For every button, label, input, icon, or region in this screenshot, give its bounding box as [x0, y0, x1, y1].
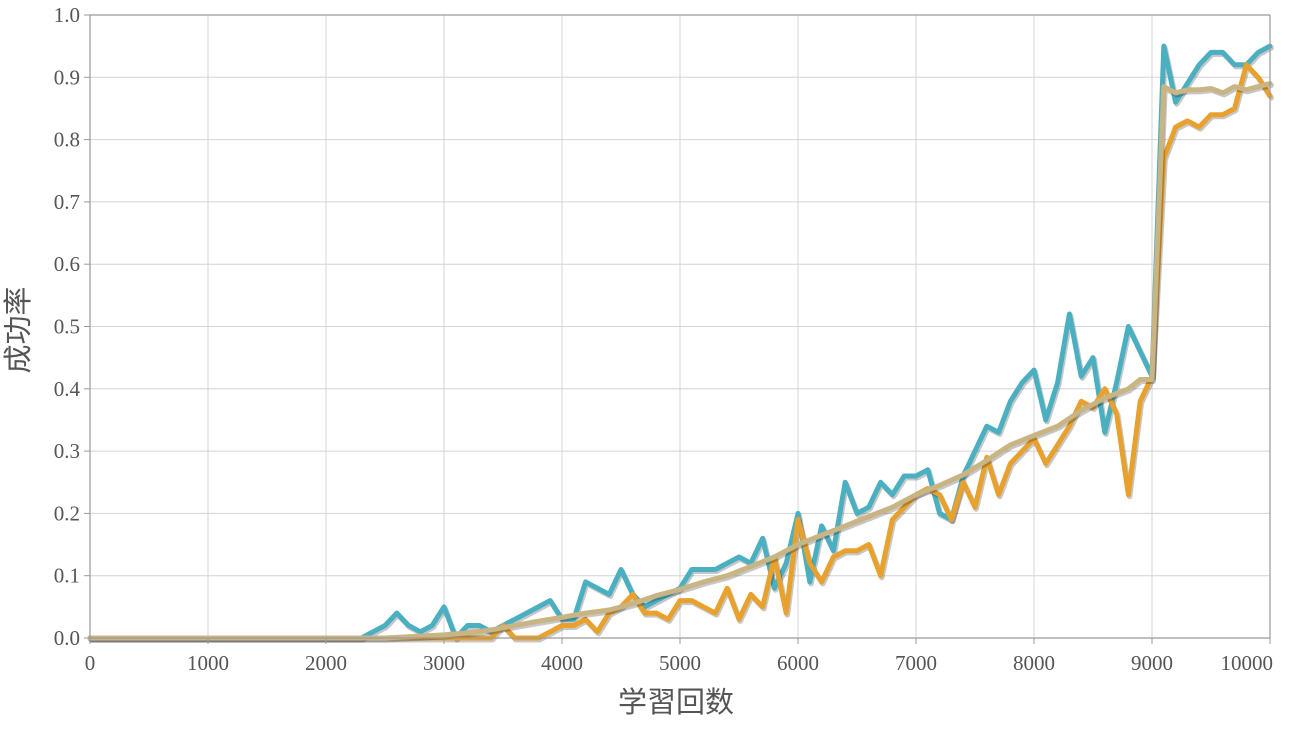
- x-tick-label: 1000: [187, 651, 229, 675]
- series-2-shadow: [88, 63, 1274, 643]
- x-tick-label: 0: [85, 651, 96, 675]
- x-tick-labels: 0 1000 2000 3000 4000 5000 6000 7000 8000 9000 100…: [85, 638, 1273, 675]
- series-2-line: [87, 62, 1273, 641]
- y-tick-label: 0.1: [54, 564, 80, 588]
- y-tick-label: 0.4: [54, 377, 81, 401]
- y-tick-label: 0.3: [54, 439, 80, 463]
- y-tick-label: 0.6: [54, 252, 80, 276]
- y-tick-label: 0.5: [54, 315, 80, 339]
- y-tick-label: 0.8: [54, 128, 80, 152]
- x-tick-label: 10000: [1221, 651, 1274, 675]
- y-tick-label: 0.0: [54, 626, 80, 650]
- series-3-line: [87, 81, 1273, 641]
- y-tick-labels: 0.0 0.1 0.2 0.3 0.4 0.5 0.6 0.7 0.8 0.9 1.0: [54, 3, 90, 650]
- x-tick-label: 2000: [305, 651, 347, 675]
- series-lines: [87, 43, 1274, 643]
- y-tick-label: 0.9: [54, 65, 80, 89]
- x-tick-label: 8000: [1013, 651, 1055, 675]
- series-1-shadow: [88, 45, 1274, 643]
- y-tick-label: 0.2: [54, 501, 80, 525]
- y-tick-label: 0.7: [54, 190, 80, 214]
- grid-lines: [89, 14, 1271, 639]
- x-axis-title: 学習回数: [618, 685, 734, 719]
- x-tick-label: 9000: [1131, 651, 1173, 675]
- x-tick-label: 3000: [423, 651, 465, 675]
- x-tick-label: 6000: [777, 651, 819, 675]
- x-tick-label: 4000: [541, 651, 583, 675]
- y-tick-label: 1.0: [54, 3, 80, 27]
- x-tick-label: 5000: [659, 651, 701, 675]
- y-axis-title: 成功率: [1, 286, 35, 373]
- x-tick-label: 7000: [895, 651, 937, 675]
